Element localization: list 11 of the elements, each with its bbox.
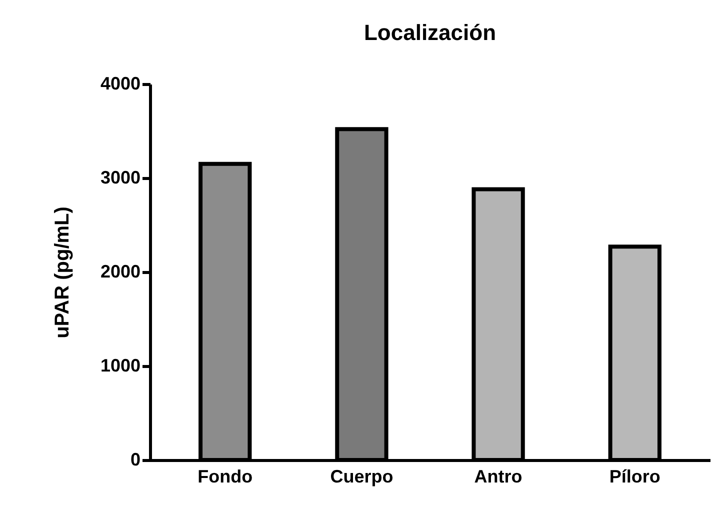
x-tick-label: Antro bbox=[474, 466, 522, 486]
y-tick-label: 1000 bbox=[100, 356, 140, 376]
x-tick-label: Fondo bbox=[198, 466, 253, 486]
y-tick-label: 0 bbox=[130, 450, 140, 470]
chart-title: Localización bbox=[364, 20, 496, 45]
x-tick-label: Píloro bbox=[609, 466, 660, 486]
y-axis-title: uPAR (pg/mL) bbox=[51, 206, 74, 338]
y-tick-label: 2000 bbox=[100, 262, 140, 282]
y-tick-label: 3000 bbox=[100, 168, 140, 188]
x-tick-label: Cuerpo bbox=[330, 466, 394, 486]
y-tick-label: 4000 bbox=[100, 74, 140, 94]
